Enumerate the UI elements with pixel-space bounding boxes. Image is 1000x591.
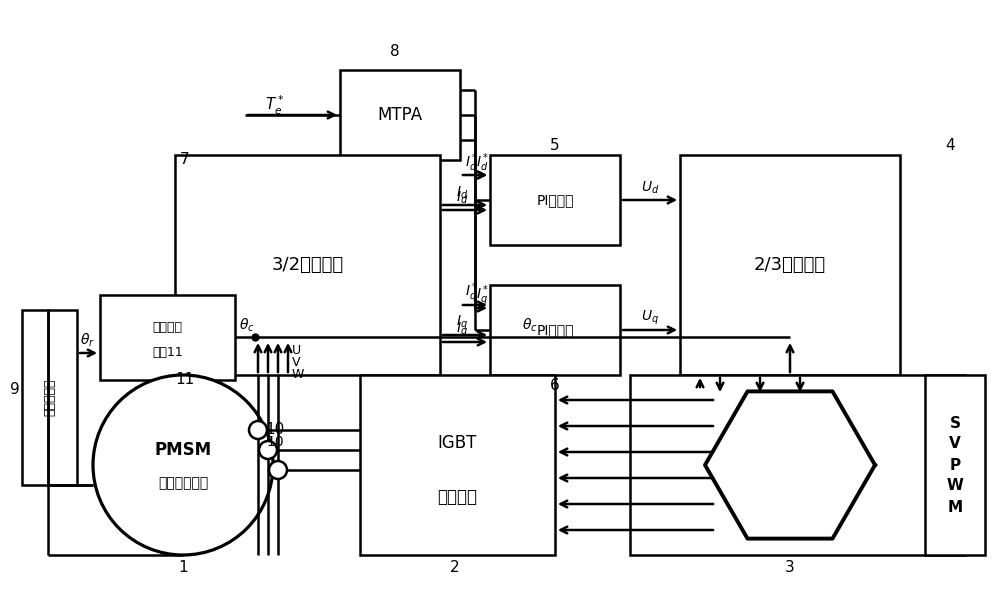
Bar [100, 295, 235, 380]
Text: MTPA: MTPA [377, 106, 423, 124]
Bar [630, 375, 965, 555]
Text: 2/3坐标变换: 2/3坐标变换 [754, 256, 826, 274]
Circle shape [269, 461, 287, 479]
Text: 9: 9 [10, 382, 20, 398]
Text: 永磁同步电机: 永磁同步电机 [158, 476, 208, 490]
Text: 功率模块: 功率模块 [438, 488, 478, 506]
Text: $\theta_c$: $\theta_c$ [522, 316, 538, 334]
Text: 3: 3 [785, 560, 795, 576]
Text: 7: 7 [180, 152, 190, 167]
Text: $I_q$: $I_q$ [456, 314, 468, 332]
Text: 4: 4 [945, 138, 955, 152]
Text: PMSM: PMSM [154, 441, 212, 459]
Text: 10: 10 [265, 423, 285, 437]
Text: 2: 2 [450, 560, 460, 576]
Text: $I_d$: $I_d$ [456, 185, 468, 201]
Text: PI控制器: PI控制器 [536, 323, 574, 337]
Text: $I_d^*$: $I_d^*$ [465, 152, 479, 174]
Text: $I_q^*$: $I_q^*$ [476, 284, 490, 309]
Text: W: W [292, 368, 304, 381]
Text: 位置传感器: 位置传感器 [43, 379, 56, 416]
Bar [340, 70, 460, 160]
Text: 6: 6 [550, 378, 560, 392]
Text: 3/2坐标变换: 3/2坐标变换 [271, 256, 344, 274]
Bar [490, 285, 620, 375]
Text: $I_q^*$: $I_q^*$ [465, 281, 479, 305]
Text: $I_q$: $I_q$ [456, 321, 468, 339]
Text: 11: 11 [175, 372, 195, 388]
Bar [925, 375, 985, 555]
Circle shape [259, 441, 277, 459]
Text: 模块11: 模块11 [152, 346, 183, 359]
Text: $T_e^*$: $T_e^*$ [265, 93, 285, 116]
Text: 5: 5 [550, 138, 560, 152]
Bar [490, 155, 620, 245]
Bar [175, 155, 440, 375]
Text: $I_d^*$: $I_d^*$ [476, 152, 490, 174]
Circle shape [249, 421, 267, 439]
Text: 10: 10 [266, 435, 284, 449]
Text: IGBT: IGBT [438, 434, 477, 452]
Bar [680, 155, 900, 375]
Text: $U_d$: $U_d$ [641, 180, 659, 196]
Text: V: V [292, 356, 300, 369]
Text: $I_d$: $I_d$ [456, 190, 468, 206]
Text: $\theta_c$: $\theta_c$ [239, 316, 255, 334]
Text: $\theta_r$: $\theta_r$ [80, 332, 96, 349]
Text: 1: 1 [178, 560, 188, 576]
Text: $U_q$: $U_q$ [641, 309, 659, 327]
Text: 位置补偿: 位置补偿 [152, 321, 182, 334]
Bar [360, 375, 555, 555]
Circle shape [93, 375, 273, 555]
Bar [22, 310, 77, 485]
Text: S
V
P
W
M: S V P W M [947, 415, 963, 515]
Text: U: U [292, 343, 301, 356]
Text: PI控制器: PI控制器 [536, 193, 574, 207]
Text: 8: 8 [390, 44, 400, 60]
